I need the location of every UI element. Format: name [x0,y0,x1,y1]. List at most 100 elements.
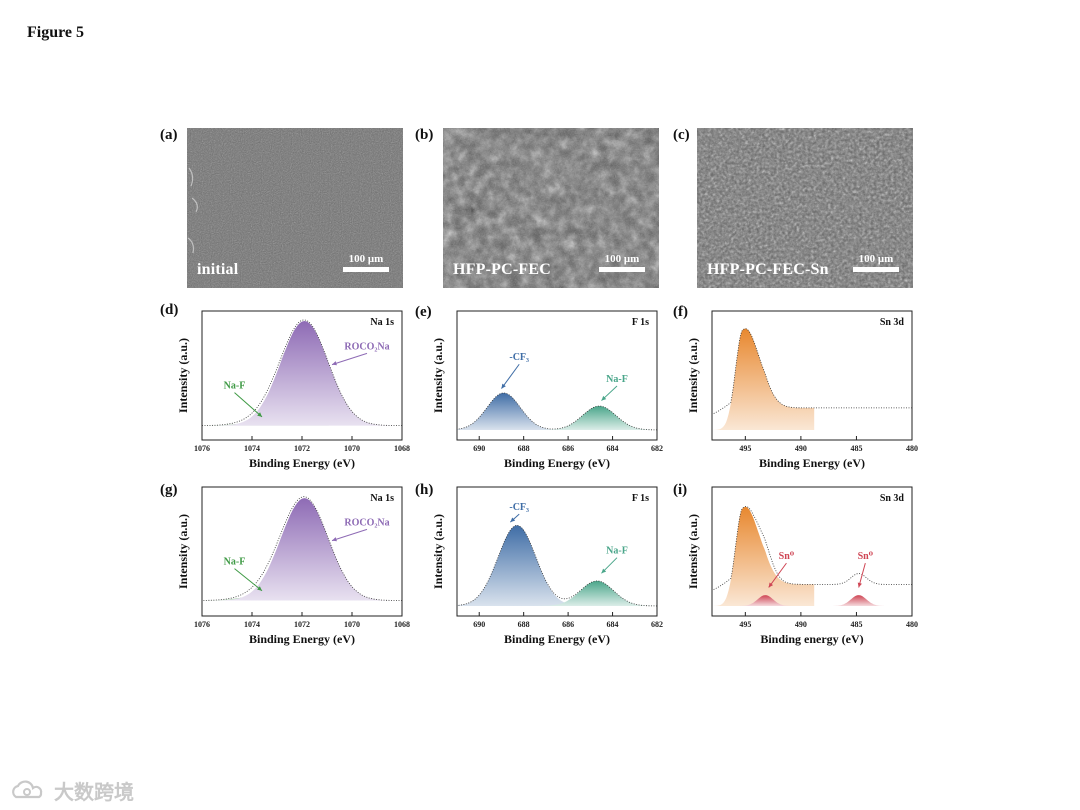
peak-area-roco2na [209,321,400,426]
x-tick-label: 1072 [294,620,310,629]
peak-area-sn0 [827,595,890,606]
panel-label-c: (c) [673,127,690,143]
spectrum-tag: Sn 3d [880,493,905,504]
x-tick-label: 686 [562,444,574,453]
x-tick-label: 682 [651,620,663,629]
plot-frame [711,310,913,441]
xps-plot-h: 690 688 686 684 682 Binding Energy (eV) Intens… [425,481,665,656]
xps-chart-svg: 495 490 485 480 Binding Energy (eV) Intensity… [686,310,918,470]
xps-chart-svg: 1076 1074 1072 1070 1068 Binding Energy (eV) I… [176,310,410,470]
x-tick-label: 688 [518,444,530,453]
panel-label-h: (h) [415,482,434,498]
xps-chart-svg: 1076 1074 1072 1070 1068 Binding Energy (eV) I… [176,486,410,646]
annotation-arrowhead [510,517,516,523]
peak-area-na-f [532,406,657,430]
scale-bar: 100 μm [853,253,899,272]
panel-label-g: (g) [160,482,178,498]
x-tick-label: 480 [906,444,918,453]
figure-title: Figure 5 [27,24,85,41]
peak-area-na-f [530,580,657,606]
x-axis-label: Binding Energy (eV) [249,632,355,646]
watermark-text: 大数跨境 [54,780,134,804]
x-tick-label: 1068 [394,444,410,453]
annotation-arrowhead [857,582,862,588]
x-tick-label: 495 [739,444,751,453]
x-tick-label: 485 [850,444,862,453]
peak-area-sn-3d [712,328,815,430]
sem-texture [187,128,403,288]
plot-frame [456,310,658,441]
panel-label-e: (e) [415,304,432,320]
x-tick-label: 684 [607,444,619,453]
x-tick-label: 684 [607,620,619,629]
panel-label-i: (i) [673,482,688,498]
annotation-label: Na-F [224,381,246,392]
annotation-label: Na-F [606,374,628,385]
annotation-arrowhead [332,537,337,542]
y-axis-label: Intensity (a.u.) [686,338,700,413]
annotation-label: ROCO₂Na [344,341,389,352]
scale-bar: 100 μm [343,253,389,272]
annotation-arrowhead [601,395,607,401]
spectrum-envelope [711,505,912,591]
x-tick-label: 490 [795,620,807,629]
peak-area--cf3 [457,525,593,606]
xps-plot-e: 690 688 686 684 682 Binding Energy (eV) Intens… [425,305,665,480]
annotation-label: Na-F [606,546,628,557]
sem-image-initial: initial 100 μm [187,128,403,288]
x-tick-label: 1068 [394,620,410,629]
panel-label-a: (a) [160,127,178,143]
panel-label-d: (d) [160,302,179,318]
annotation-arrowhead [257,412,262,417]
x-tick-label: 490 [795,444,807,453]
spectrum-tag: Sn 3d [880,317,905,328]
annotation-label: Sn⁰ [858,551,874,562]
annotation-arrow [768,562,787,588]
x-axis-label: Binding Energy (eV) [249,456,355,470]
spectrum-tag: F 1s [632,493,649,504]
annotation-arrow [234,568,263,592]
spectrum-envelope [456,524,658,607]
annotation-label: -CF₃ [509,502,529,513]
x-tick-label: 690 [473,444,485,453]
x-tick-label: 688 [518,620,530,629]
x-tick-label: 690 [473,620,485,629]
sem-image-hfp-pc-fec: HFP-PC-FEC 100 μm [443,128,659,288]
sem-caption: HFP-PC-FEC [453,261,551,278]
x-tick-label: 1072 [294,444,310,453]
annotation-arrow [331,352,368,366]
annotation-label: -CF₃ [509,352,529,363]
xps-chart-svg: 690 688 686 684 682 Binding Energy (eV) Intens… [431,486,663,646]
xps-chart-svg: 690 688 686 684 682 Binding Energy (eV) Intens… [431,310,663,470]
x-axis-label: Binding energy (eV) [760,632,863,646]
sem-texture [697,128,913,288]
sem-caption: initial [197,261,239,278]
cloud-logo-icon [12,779,43,798]
sem-texture [443,128,659,288]
watermark: 大数跨境 [10,776,134,805]
annotation-arrow [234,392,263,418]
xps-plot-g: 1076 1074 1072 1070 1068 Binding Energy (eV) I… [170,481,410,656]
peak-area-roco2na [209,498,400,601]
x-axis-label: Binding Energy (eV) [504,456,610,470]
y-axis-label: Intensity (a.u.) [686,514,700,589]
xps-plot-f: 495 490 485 480 Binding Energy (eV) Intensity… [680,305,920,480]
x-axis-label: Binding Energy (eV) [759,456,865,470]
x-tick-label: 1070 [344,444,360,453]
annotation-arrowhead [601,568,607,574]
scale-bar: 100 μm [599,253,645,272]
x-tick-label: 480 [906,620,918,629]
xps-chart-svg: 495 490 485 480 Binding energy (eV) Intensity… [686,486,918,646]
plot-frame [456,486,658,617]
annotation-arrowhead [501,383,506,389]
spectrum-tag: Na 1s [370,317,394,328]
x-tick-label: 495 [739,620,751,629]
x-axis-label: Binding Energy (eV) [504,632,610,646]
peak-area--cf3 [457,392,571,430]
x-tick-label: 1076 [194,444,210,453]
x-tick-label: 1070 [344,620,360,629]
panel-label-b: (b) [415,127,434,143]
panel-label-f: (f) [673,304,688,320]
annotation-label: Na-F [224,557,246,568]
annotation-label: Sn⁰ [779,551,795,562]
